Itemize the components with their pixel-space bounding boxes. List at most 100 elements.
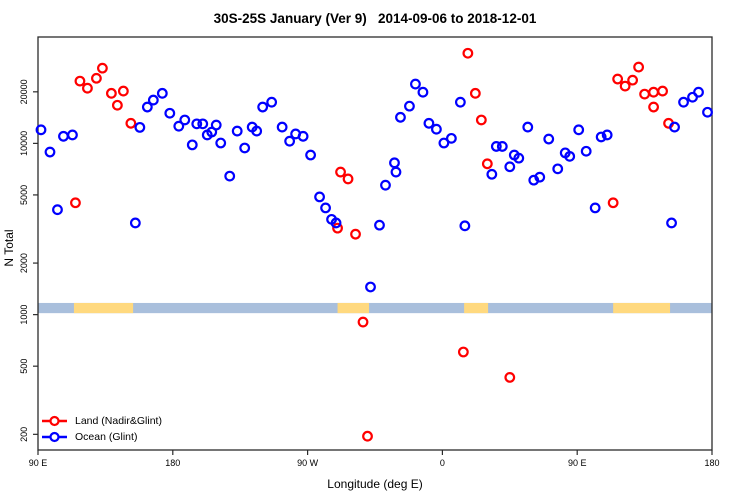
data-point-land (612, 73, 624, 85)
data-point-ocean (490, 141, 502, 152)
data-point-land (97, 62, 108, 74)
x-tick-label: 90 E (568, 458, 587, 468)
data-point-ocean (129, 217, 141, 229)
data-point-ocean (404, 100, 415, 112)
data-point-ocean (147, 94, 159, 106)
y-tick-label: 10000 (19, 131, 29, 156)
data-point-ocean (504, 161, 516, 173)
data-point-land (362, 430, 373, 442)
x-axis-label: Longitude (deg E) (327, 477, 423, 491)
map-band-land (73, 302, 134, 314)
data-point-ocean (513, 152, 525, 164)
legend: Land (Nadir&Glint) Ocean (Glint) (41, 413, 162, 445)
data-point-land (504, 371, 516, 383)
data-point-ocean (666, 217, 677, 229)
ocean-open-circle-icon (42, 431, 67, 443)
data-point-land (91, 72, 102, 84)
data-point-ocean (191, 118, 203, 130)
map-band-ocean (38, 302, 712, 314)
data-point-ocean (284, 135, 296, 147)
data-point-land (633, 61, 645, 73)
data-point-ocean (522, 121, 534, 133)
y-tick-label: 1000 (19, 305, 29, 325)
land-open-circle-icon (42, 415, 67, 427)
plot-border (37, 36, 713, 451)
y-tick-label: 500 (19, 359, 29, 374)
data-point-ocean (702, 106, 713, 118)
data-point-ocean (595, 131, 607, 143)
data-point-land (125, 117, 137, 129)
data-point-land (117, 85, 129, 97)
data-point-ocean (164, 107, 176, 119)
data-point-ocean (580, 145, 592, 157)
data-point-ocean (314, 191, 325, 203)
data-point-ocean (669, 121, 680, 133)
data-point-ocean (564, 150, 576, 162)
data-point-ocean (374, 219, 385, 231)
data-point-ocean (320, 202, 331, 214)
data-point-land (74, 75, 86, 87)
data-point-land (462, 47, 474, 59)
data-point-land (481, 158, 493, 170)
data-point-land (357, 316, 369, 328)
data-point-land (607, 197, 619, 209)
data-point-ocean (251, 125, 263, 137)
data-point-land (475, 114, 487, 126)
y-tick-label: 200 (19, 427, 29, 442)
legend-label-land: Land (Nadir&Glint) (75, 415, 162, 427)
data-point-ocean (197, 118, 209, 130)
x-tick-label: 90 E (29, 458, 48, 468)
data-point-ocean (417, 86, 429, 98)
data-point-ocean (257, 101, 269, 113)
data-point-ocean (543, 133, 555, 145)
data-point-ocean (390, 166, 402, 178)
x-tick-label: 0 (440, 458, 445, 468)
data-point-ocean (186, 139, 198, 151)
data-point-ocean (438, 137, 450, 149)
y-axis-label: N Total (2, 229, 16, 267)
data-point-ocean (589, 202, 601, 214)
data-point-ocean (266, 96, 278, 108)
data-point-land (648, 101, 659, 113)
data-point-ocean (156, 87, 168, 99)
map-band-land (613, 302, 671, 314)
x-tick-label: 180 (165, 458, 180, 468)
data-point-land (82, 82, 93, 94)
data-point-ocean (210, 119, 222, 131)
data-point-ocean (496, 141, 508, 152)
data-point-ocean (173, 120, 185, 132)
data-point-ocean (423, 117, 435, 129)
data-point-land (619, 80, 631, 92)
data-point-ocean (52, 204, 63, 216)
data-point-land (111, 99, 123, 111)
data-point-ocean (134, 121, 146, 133)
data-point-ocean (215, 137, 227, 149)
map-band-land (337, 302, 370, 314)
data-point-ocean (141, 101, 153, 113)
data-point-ocean (601, 129, 613, 141)
legend-item-ocean: Ocean (Glint) (41, 429, 162, 445)
x-tick-label: 180 (704, 458, 719, 468)
data-point-land (648, 86, 659, 98)
data-point-ocean (380, 179, 391, 191)
data-point-land (335, 166, 346, 178)
data-point-land (70, 197, 81, 209)
data-point-ocean (179, 114, 191, 126)
data-point-ocean (35, 124, 47, 136)
x-tick-label: 90 W (297, 458, 319, 468)
data-point-land (350, 228, 361, 240)
data-point-ocean (239, 142, 251, 154)
data-point-ocean (454, 96, 466, 108)
data-point-land (639, 88, 650, 100)
data-point-ocean (330, 217, 342, 229)
data-point-ocean (58, 130, 69, 142)
data-point-ocean (224, 170, 236, 182)
data-point-ocean (534, 171, 546, 183)
data-point-ocean (276, 121, 288, 133)
legend-label-ocean: Ocean (Glint) (75, 431, 138, 443)
data-point-land (332, 222, 343, 234)
data-point-ocean (44, 146, 56, 158)
data-point-ocean (395, 111, 406, 123)
